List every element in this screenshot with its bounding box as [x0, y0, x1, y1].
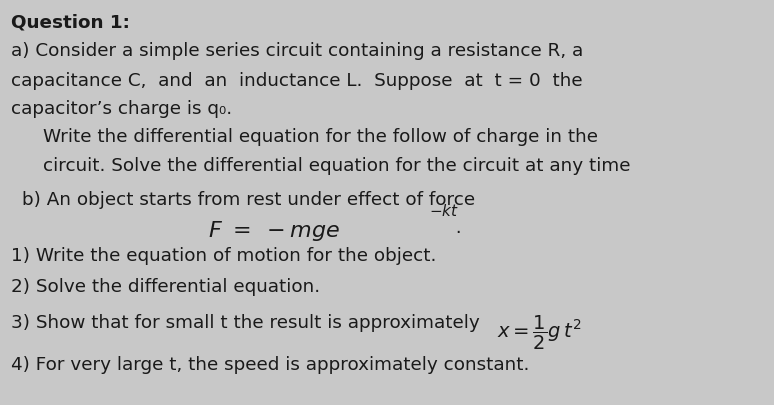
Text: 4) For very large t, the speed is approximately constant.: 4) For very large t, the speed is approx…: [11, 355, 529, 373]
Text: Write the differential equation for the follow of charge in the: Write the differential equation for the …: [43, 128, 598, 146]
Text: circuit. Solve the differential equation for the circuit at any time: circuit. Solve the differential equation…: [43, 156, 630, 174]
Text: capacitance C,  and  an  inductance L.  Suppose  at  t = 0  the: capacitance C, and an inductance L. Supp…: [11, 72, 583, 90]
Text: b) An object starts from rest under effect of force: b) An object starts from rest under effe…: [22, 190, 475, 209]
Text: a) Consider a simple series circuit containing a resistance R, a: a) Consider a simple series circuit cont…: [11, 42, 584, 60]
Text: .: .: [444, 219, 462, 237]
Text: Question 1:: Question 1:: [11, 13, 130, 32]
Text: $\mathbf{\it{-kt}}$: $\mathbf{\it{-kt}}$: [430, 202, 459, 218]
Text: 2) Solve the differential equation.: 2) Solve the differential equation.: [11, 277, 320, 295]
Text: $x = \dfrac{1}{2}g\,t^2$: $x = \dfrac{1}{2}g\,t^2$: [497, 313, 581, 351]
Text: capacitor’s charge is q₀.: capacitor’s charge is q₀.: [11, 100, 232, 118]
Text: 1) Write the equation of motion for the object.: 1) Write the equation of motion for the …: [11, 247, 437, 265]
Text: $\mathbf{\it{F}}\ =\ -\mathbf{\it{mge}}$: $\mathbf{\it{F}}\ =\ -\mathbf{\it{mge}}$: [207, 219, 340, 243]
Text: 3) Show that for small t the result is approximately: 3) Show that for small t the result is a…: [11, 313, 480, 331]
